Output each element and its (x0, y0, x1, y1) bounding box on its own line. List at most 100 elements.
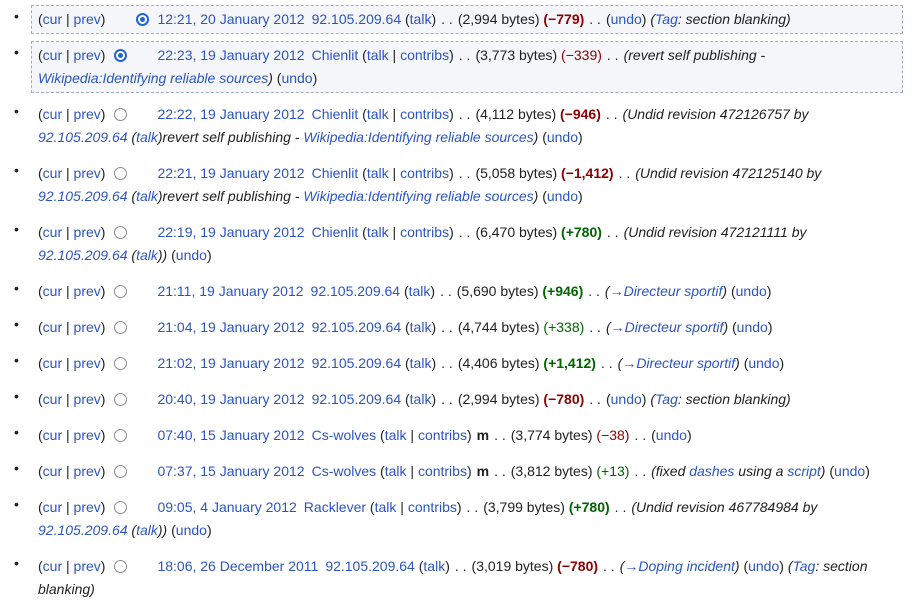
cur-link[interactable]: cur (42, 558, 63, 574)
undo-link[interactable]: undo (610, 391, 642, 407)
undo-link[interactable]: undo (610, 11, 642, 27)
select-older-revision-radio[interactable] (114, 393, 128, 406)
cur-link[interactable]: cur (42, 106, 63, 122)
talk-link[interactable]: talk (374, 499, 397, 515)
username-link[interactable]: Cs-wolves (311, 463, 377, 479)
cur-link[interactable]: cur (42, 11, 63, 27)
prev-link[interactable]: prev (73, 558, 101, 574)
username-link[interactable]: Chienlit (311, 47, 359, 63)
revision-timestamp-link[interactable]: 20:40, 19 January 2012 (157, 391, 305, 407)
username-link[interactable]: Chienlit (311, 106, 359, 122)
username-link[interactable]: 92.105.209.64 (325, 558, 415, 574)
revision-timestamp-link[interactable]: 22:19, 19 January 2012 (157, 224, 305, 240)
talk-link[interactable]: talk (384, 463, 407, 479)
talk-link[interactable]: talk (366, 106, 389, 122)
username-link[interactable]: Cs-wolves (311, 427, 377, 443)
edit-summary-link[interactable]: 92.105.209.64 (38, 129, 128, 145)
edit-summary-link[interactable]: talk (136, 522, 158, 538)
revision-timestamp-link[interactable]: 22:22, 19 January 2012 (157, 106, 305, 122)
undo-link[interactable]: undo (748, 355, 780, 371)
edit-summary-link[interactable]: 92.105.209.64 (38, 522, 128, 538)
select-older-revision-radio[interactable] (114, 429, 128, 442)
contribs-link[interactable]: contribs (400, 47, 450, 63)
undo-link[interactable]: undo (735, 283, 767, 299)
revision-timestamp-link[interactable]: 22:21, 19 January 2012 (157, 165, 305, 181)
prev-link[interactable]: prev (73, 463, 101, 479)
prev-link[interactable]: prev (73, 319, 101, 335)
select-older-revision-radio[interactable] (114, 49, 128, 62)
talk-link[interactable]: talk (409, 11, 432, 27)
cur-link[interactable]: cur (42, 427, 63, 443)
edit-summary-link[interactable]: talk (136, 129, 158, 145)
undo-link[interactable]: undo (546, 129, 579, 145)
select-older-revision-radio[interactable] (114, 465, 128, 478)
select-older-revision-radio[interactable] (114, 285, 128, 298)
edit-summary-link[interactable]: →Doping incident (624, 558, 735, 574)
username-link[interactable]: 92.105.209.64 (311, 355, 402, 371)
undo-link[interactable]: undo (281, 70, 313, 86)
prev-link[interactable]: prev (73, 499, 101, 515)
contribs-link[interactable]: contribs (400, 165, 450, 181)
prev-link[interactable]: prev (73, 11, 101, 27)
revision-timestamp-link[interactable]: 21:02, 19 January 2012 (157, 355, 305, 371)
prev-link[interactable]: prev (73, 391, 101, 407)
select-older-revision-radio[interactable] (114, 226, 128, 239)
select-newer-revision-radio[interactable] (136, 13, 150, 26)
talk-link[interactable]: talk (366, 47, 389, 63)
prev-link[interactable]: prev (73, 165, 101, 181)
username-link[interactable]: 92.105.209.64 (311, 11, 402, 27)
select-older-revision-radio[interactable] (114, 501, 128, 514)
select-older-revision-radio[interactable] (114, 108, 128, 121)
username-link[interactable]: 92.105.209.64 (311, 319, 402, 335)
revision-timestamp-link[interactable]: 21:11, 19 January 2012 (157, 283, 304, 299)
tag-link[interactable]: Tag (655, 391, 678, 407)
revision-timestamp-link[interactable]: 18:06, 26 December 2011 (157, 558, 319, 574)
talk-link[interactable]: talk (384, 427, 407, 443)
talk-link[interactable]: talk (423, 558, 446, 574)
edit-summary-link[interactable]: Wikipedia:Identifying reliable sources (303, 129, 534, 145)
cur-link[interactable]: cur (42, 355, 63, 371)
revision-timestamp-link[interactable]: 07:40, 15 January 2012 (157, 427, 305, 443)
talk-link[interactable]: talk (366, 224, 389, 240)
prev-link[interactable]: prev (73, 427, 101, 443)
edit-summary-link[interactable]: 92.105.209.64 (38, 188, 128, 204)
cur-link[interactable]: cur (42, 283, 63, 299)
prev-link[interactable]: prev (73, 106, 101, 122)
username-link[interactable]: Chienlit (311, 165, 359, 181)
revision-timestamp-link[interactable]: 09:05, 4 January 2012 (157, 499, 297, 515)
prev-link[interactable]: prev (73, 47, 101, 63)
prev-link[interactable]: prev (73, 224, 101, 240)
revision-timestamp-link[interactable]: 12:21, 20 January 2012 (157, 11, 305, 27)
cur-link[interactable]: cur (42, 391, 63, 407)
prev-link[interactable]: prev (73, 355, 101, 371)
username-link[interactable]: 92.105.209.64 (311, 391, 402, 407)
tag-link[interactable]: Tag (655, 11, 678, 27)
cur-link[interactable]: cur (42, 224, 63, 240)
select-older-revision-radio[interactable] (114, 357, 128, 370)
cur-link[interactable]: cur (42, 47, 63, 63)
username-link[interactable]: Racklever (303, 499, 367, 515)
edit-summary-link[interactable]: Wikipedia:Identifying reliable sources (303, 188, 534, 204)
undo-link[interactable]: undo (736, 319, 768, 335)
edit-summary-link[interactable]: talk (136, 247, 158, 263)
tag-link[interactable]: Tag (792, 558, 816, 574)
edit-summary-link[interactable]: →Directeur sportif (622, 355, 736, 371)
edit-summary-link[interactable]: 92.105.209.64 (38, 247, 128, 263)
talk-link[interactable]: talk (366, 165, 389, 181)
select-older-revision-radio[interactable] (114, 321, 128, 334)
prev-link[interactable]: prev (73, 283, 101, 299)
talk-link[interactable]: talk (409, 355, 432, 371)
cur-link[interactable]: cur (42, 499, 63, 515)
username-link[interactable]: 92.105.209.64 (310, 283, 401, 299)
undo-link[interactable]: undo (546, 188, 579, 204)
edit-summary-link[interactable]: →Directeur sportif (610, 319, 724, 335)
contribs-link[interactable]: contribs (417, 427, 467, 443)
revision-timestamp-link[interactable]: 21:04, 19 January 2012 (157, 319, 305, 335)
edit-summary-link[interactable]: talk (136, 188, 158, 204)
contribs-link[interactable]: contribs (400, 224, 450, 240)
cur-link[interactable]: cur (42, 165, 63, 181)
contribs-link[interactable]: contribs (400, 106, 450, 122)
contribs-link[interactable]: contribs (407, 499, 457, 515)
contribs-link[interactable]: contribs (417, 463, 467, 479)
edit-summary-link[interactable]: script (787, 463, 821, 479)
